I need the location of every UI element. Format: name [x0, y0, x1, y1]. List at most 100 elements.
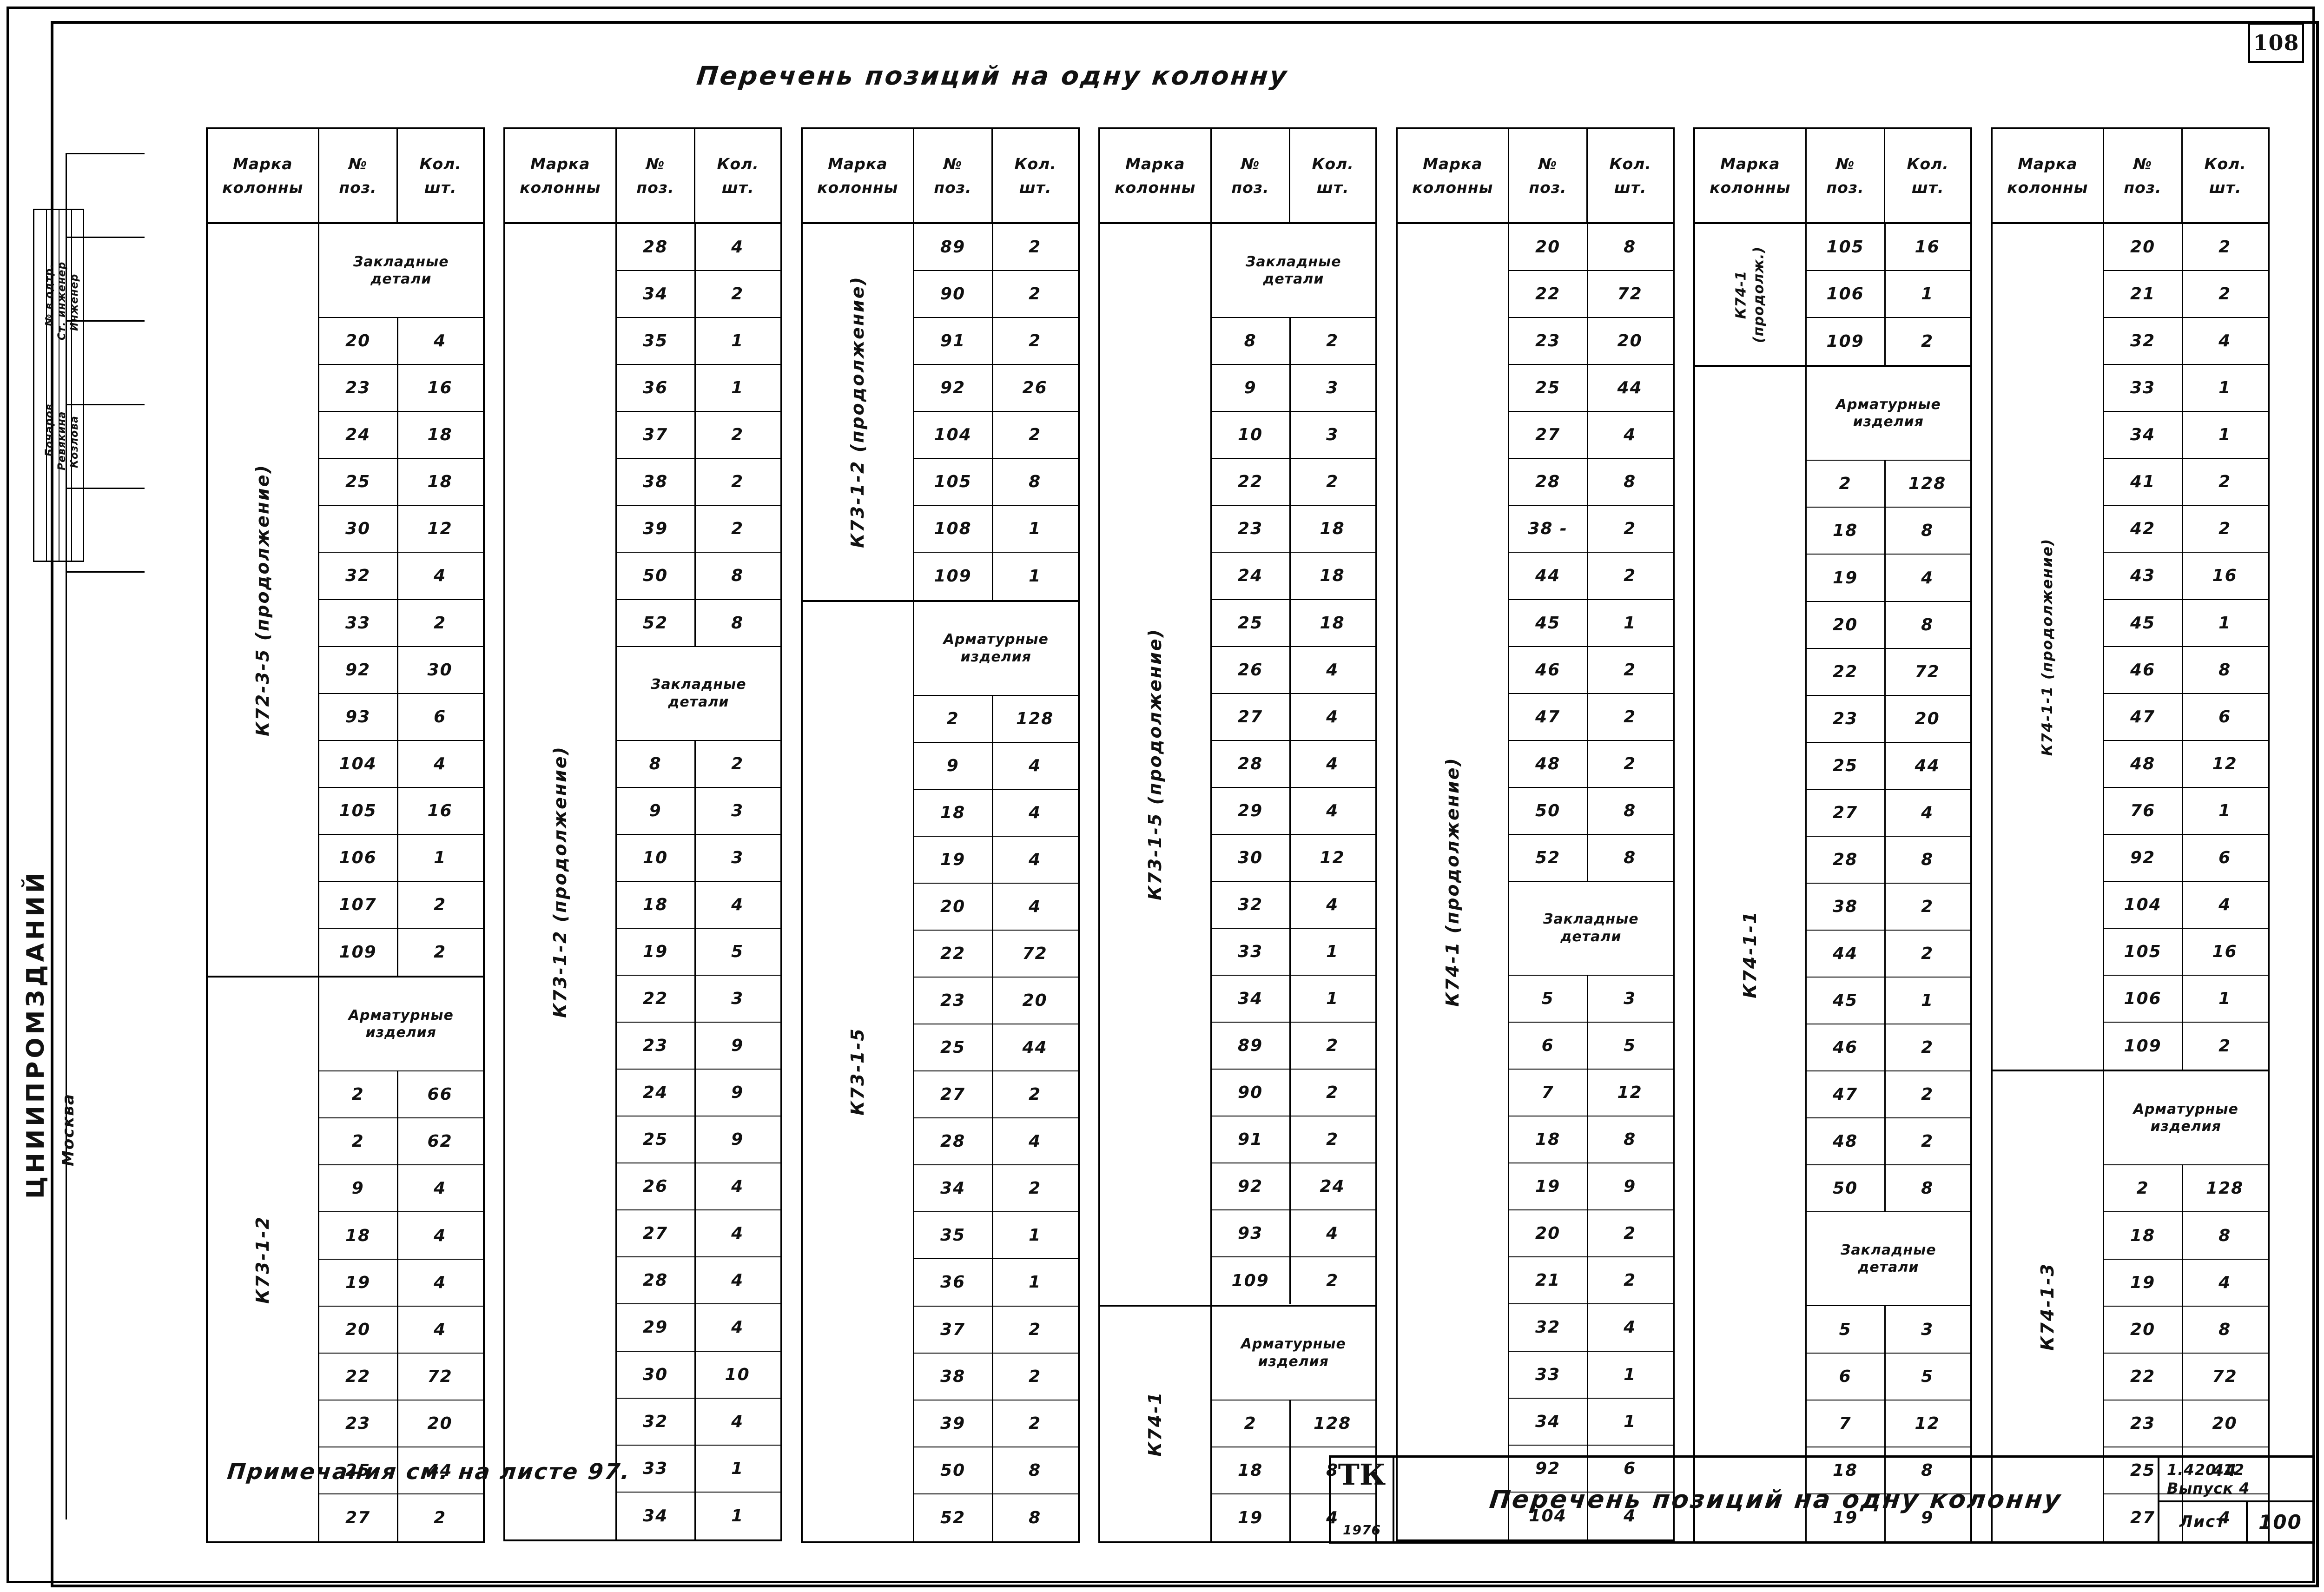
cell-position: 18	[617, 881, 696, 928]
mark-block: К73-1-2 (продолжение) 28 4 34 2 35 1 36 1 37 2 38 2 3…	[505, 224, 780, 1539]
cell-quantity: 2	[1326, 1130, 1339, 1149]
table-row: 20 8	[1509, 224, 1673, 271]
mark-cell: К73-1-5 (продолжение)	[1100, 224, 1212, 1305]
cell-quantity: 26	[1022, 378, 1048, 398]
cell-quantity: 8	[1029, 1460, 1042, 1480]
table-row: 34 1	[2104, 412, 2268, 459]
cell-quantity: 4	[2218, 331, 2232, 351]
mark-cell: К73-1-5	[803, 601, 914, 1541]
table-row: 34 1	[1509, 1398, 1673, 1446]
cell-quantity: 4	[434, 1320, 447, 1339]
cell-position: 35	[617, 318, 696, 364]
table-row: 18 4	[914, 789, 1078, 837]
table-row: 34 1	[617, 1492, 780, 1539]
table-row: 23 20	[319, 1400, 483, 1447]
table-row: 38 2	[1806, 883, 1970, 931]
cell-quantity: 9	[731, 1036, 744, 1056]
cell-position: 32	[617, 1398, 696, 1445]
title-block-right: 1.420-12 Выпуск 4 Лист 100	[2159, 1458, 2313, 1541]
column-header-quantity: Кол. шт.	[1907, 154, 1949, 197]
table-row: 27 4	[1509, 412, 1673, 459]
cell-quantity: 18	[427, 472, 453, 492]
table-row: 18 8	[2104, 1212, 2268, 1260]
cell-position: 42	[2104, 506, 2183, 552]
cell-position: 106	[319, 834, 398, 881]
cell-position: 39	[914, 1400, 993, 1447]
table-row: 36 1	[616, 365, 780, 412]
table-row: 37 2	[616, 412, 780, 459]
cell-quantity: 2	[1921, 1038, 1934, 1057]
cell-quantity: 44	[2212, 1460, 2238, 1480]
cell-position: 52	[617, 600, 696, 646]
cell-quantity: 2	[1029, 238, 1042, 257]
column-header-quantity: Кол. шт.	[2204, 154, 2246, 197]
cell-position: 27	[1807, 789, 1886, 836]
cell-quantity: 9	[731, 1130, 744, 1149]
cell-position: 7	[1807, 1400, 1886, 1447]
cell-position: 5	[1509, 976, 1588, 1022]
cell-position: 104	[914, 412, 993, 458]
column-header-position: № поз.	[319, 129, 398, 222]
page-number: 108	[2253, 30, 2299, 55]
table-row: 104 4	[2104, 881, 2268, 929]
table-row: 104 4	[319, 740, 483, 788]
section-heading-row: Арматурные изделия	[2104, 1071, 2268, 1166]
cell-quantity: 18	[1320, 519, 1345, 539]
cell-quantity: 4	[1326, 1224, 1339, 1243]
cell-position: 20	[1807, 601, 1886, 648]
cell-position: 28	[617, 224, 696, 271]
table-row: 20 2	[2104, 224, 2268, 271]
cell-position: 23	[319, 1400, 398, 1447]
cell-quantity: 4	[1921, 568, 1934, 588]
stamp-mark-tk: ТК	[1338, 1458, 1386, 1492]
cell-quantity: 4	[2218, 1273, 2232, 1292]
cell-position: 25	[1807, 742, 1886, 789]
cell-quantity: 4	[1326, 801, 1339, 820]
cell-position: 50	[1509, 787, 1588, 834]
mark-block: К72-3-5 (продолжение) Закладные детали 20 4 2…	[208, 224, 483, 978]
table-row: 50 8	[1806, 1165, 1970, 1213]
cell-position: 104	[319, 740, 398, 787]
table-header-row: Марка колонны № поз. Кол. шт.	[208, 129, 483, 224]
table-row: 91 2	[914, 318, 1078, 365]
table-header-row: Марка колонны № поз. Кол. шт.	[1398, 129, 1673, 224]
table-row: 23 20	[914, 978, 1078, 1025]
cell-position: 91	[914, 318, 993, 364]
cell-quantity: 2	[1326, 1036, 1339, 1056]
cell-quantity: 2	[1029, 1367, 1042, 1386]
cell-quantity: 20	[1915, 709, 1940, 728]
position-table-group: Марка колонны № поз. Кол. шт. К73-1-2 (продолж…	[801, 127, 1080, 1543]
table-row: 33 1	[1211, 928, 1375, 976]
table-row: 93 6	[319, 694, 483, 741]
cell-quantity: 30	[427, 660, 453, 680]
cell-quantity: 8	[1624, 238, 1637, 257]
cell-quantity: 4	[434, 566, 447, 586]
column-header-position: № поз.	[1807, 129, 1886, 222]
cell-quantity: 2	[2218, 284, 2232, 304]
table-row: 23 20	[1509, 318, 1673, 365]
cell-position: 23	[319, 365, 398, 411]
cell-quantity: 2	[731, 284, 744, 304]
mark-block: К74-1 Арматурные изделия 2 128 18 8 19 4	[1100, 1306, 1375, 1541]
table-row: 2 128	[1806, 461, 1970, 508]
cell-quantity: 2	[1326, 1271, 1339, 1291]
table-row: 30 10	[616, 1351, 780, 1399]
cell-position: 34	[1212, 976, 1291, 1022]
title-block-sheet: Лист 100	[2159, 1502, 2313, 1541]
cell-quantity: 1	[731, 1506, 744, 1526]
mark-block: К74-1 (продолжение) 20 8 22 72 23 20 25 44 27 4 28 8…	[1398, 224, 1673, 1539]
cell-quantity: 1	[1326, 989, 1339, 1009]
cell-quantity: 4	[731, 1318, 744, 1337]
cell-position: 19	[1509, 1163, 1588, 1210]
cell-position: 5	[1807, 1306, 1886, 1353]
cell-quantity: 6	[434, 707, 447, 727]
table-row: 29 4	[1211, 787, 1375, 835]
cell-position: 34	[2104, 412, 2183, 458]
cell-quantity: 8	[1029, 1508, 1042, 1527]
cell-position: 28	[914, 1118, 993, 1165]
column-header-quantity: Кол. шт.	[1014, 154, 1056, 197]
cell-position: 20	[1509, 224, 1588, 271]
column-header-mark: Марка колонны	[1398, 129, 1509, 222]
stamp-year: 1976	[1343, 1522, 1381, 1538]
cell-position: 24	[617, 1070, 696, 1116]
